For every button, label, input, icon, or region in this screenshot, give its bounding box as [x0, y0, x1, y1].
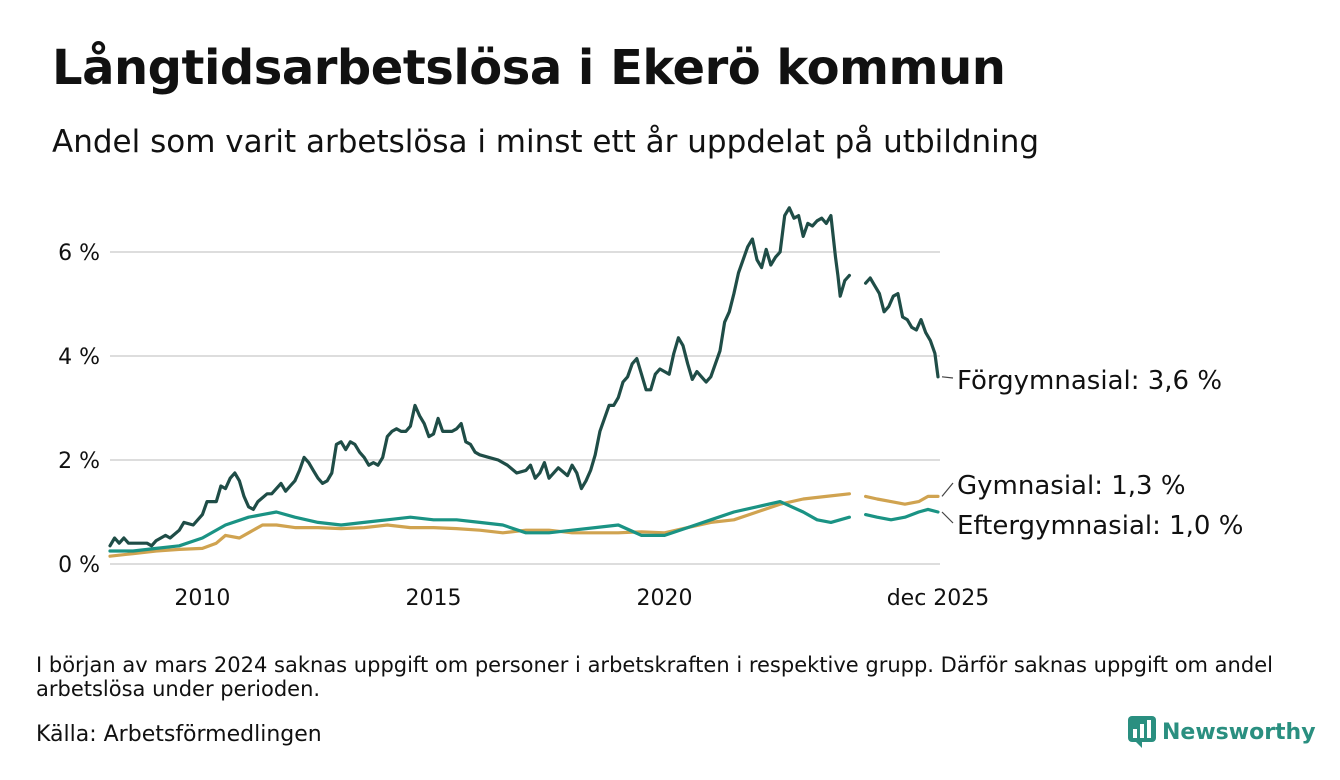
series-end-label: Gymnasial: 1,3 %	[957, 471, 1186, 501]
chart-subtitle: Andel som varit arbetslösa i minst ett å…	[52, 124, 1040, 160]
leader-line	[941, 511, 954, 524]
brand-name: Newsworthy	[1162, 719, 1316, 745]
series-line-förgymnasial	[108, 206, 851, 548]
y-tick-label: 2 %	[58, 449, 100, 474]
line-chart: 0 % 2 % 4 % 6 % 2010 2015 2020 dec 2025 Förgymna…	[58, 206, 1243, 611]
x-tick-label: dec 2025	[887, 586, 990, 611]
series-line-gymnasial-after-gap	[864, 494, 940, 506]
source-note: Källa: Arbetsförmedlingen	[36, 722, 322, 747]
series-line-eftergymnasial	[108, 500, 851, 553]
series-line-eftergymnasial-after-gap	[864, 507, 940, 522]
chart-title: Långtidsarbetslösa i Ekerö kommun	[52, 40, 1006, 96]
series-line-gymnasial	[108, 492, 851, 558]
series-end-label: Förgymnasial: 3,6 %	[957, 366, 1222, 396]
brand-logo[interactable]: Newsworthy	[1128, 716, 1316, 748]
newsworthy-logo-icon	[1128, 716, 1156, 748]
y-tick-label: 4 %	[58, 345, 100, 370]
x-tick-label: 2010	[174, 586, 230, 611]
footnote: I början av mars 2024 saknas uppgift om …	[36, 653, 1273, 701]
x-tick-label: 2015	[405, 586, 461, 611]
leader-line	[941, 482, 954, 497]
leader-line	[941, 376, 954, 379]
y-tick-label: 0 %	[58, 553, 100, 578]
x-tick-label: 2020	[637, 586, 693, 611]
series-line-förgymnasial-after-gap	[864, 276, 940, 379]
series-end-label: Eftergymnasial: 1,0 %	[957, 511, 1243, 541]
y-tick-label: 6 %	[58, 241, 100, 266]
